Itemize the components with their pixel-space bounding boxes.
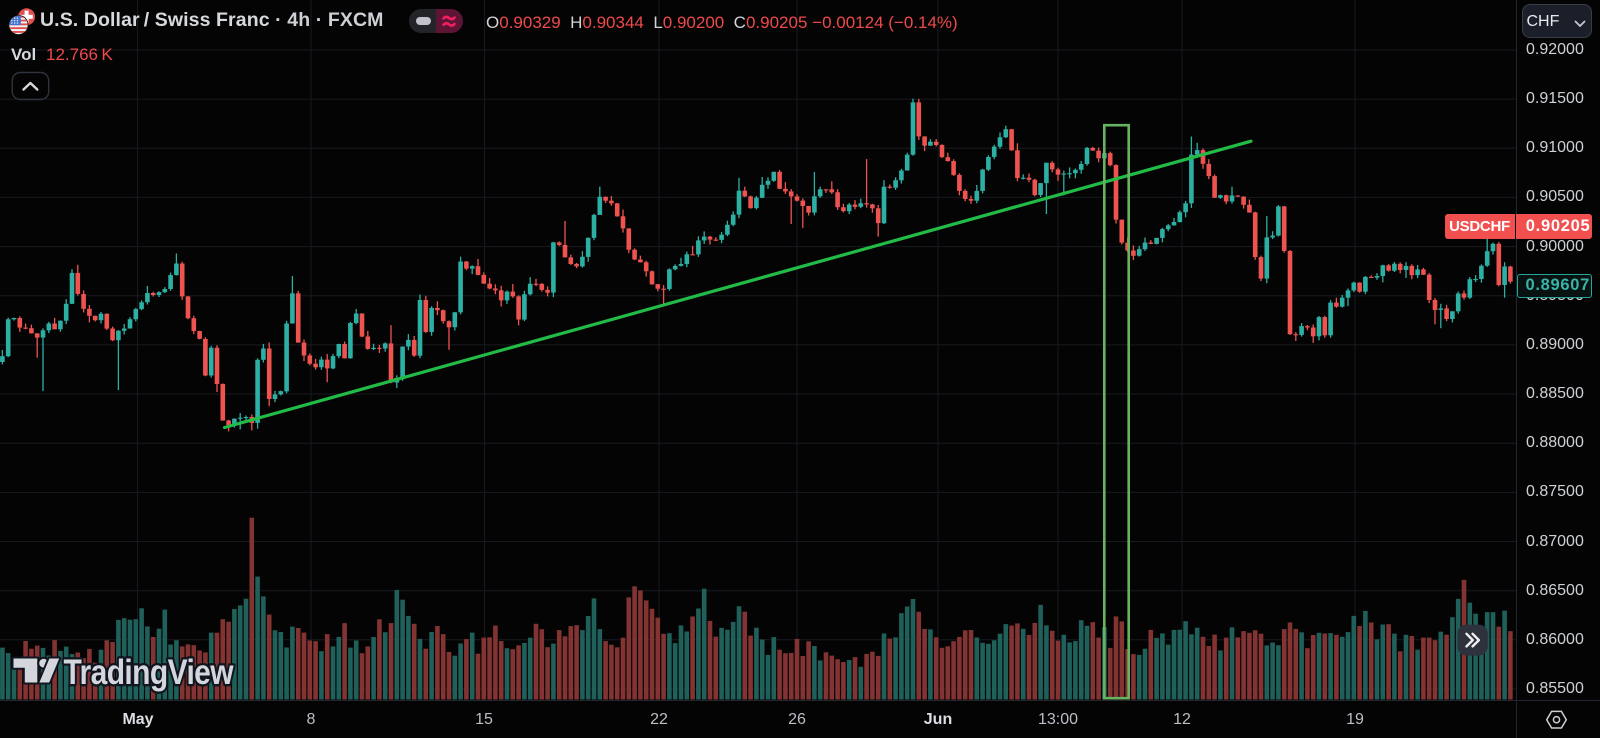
svg-text:TradingView: TradingView [64,652,235,692]
